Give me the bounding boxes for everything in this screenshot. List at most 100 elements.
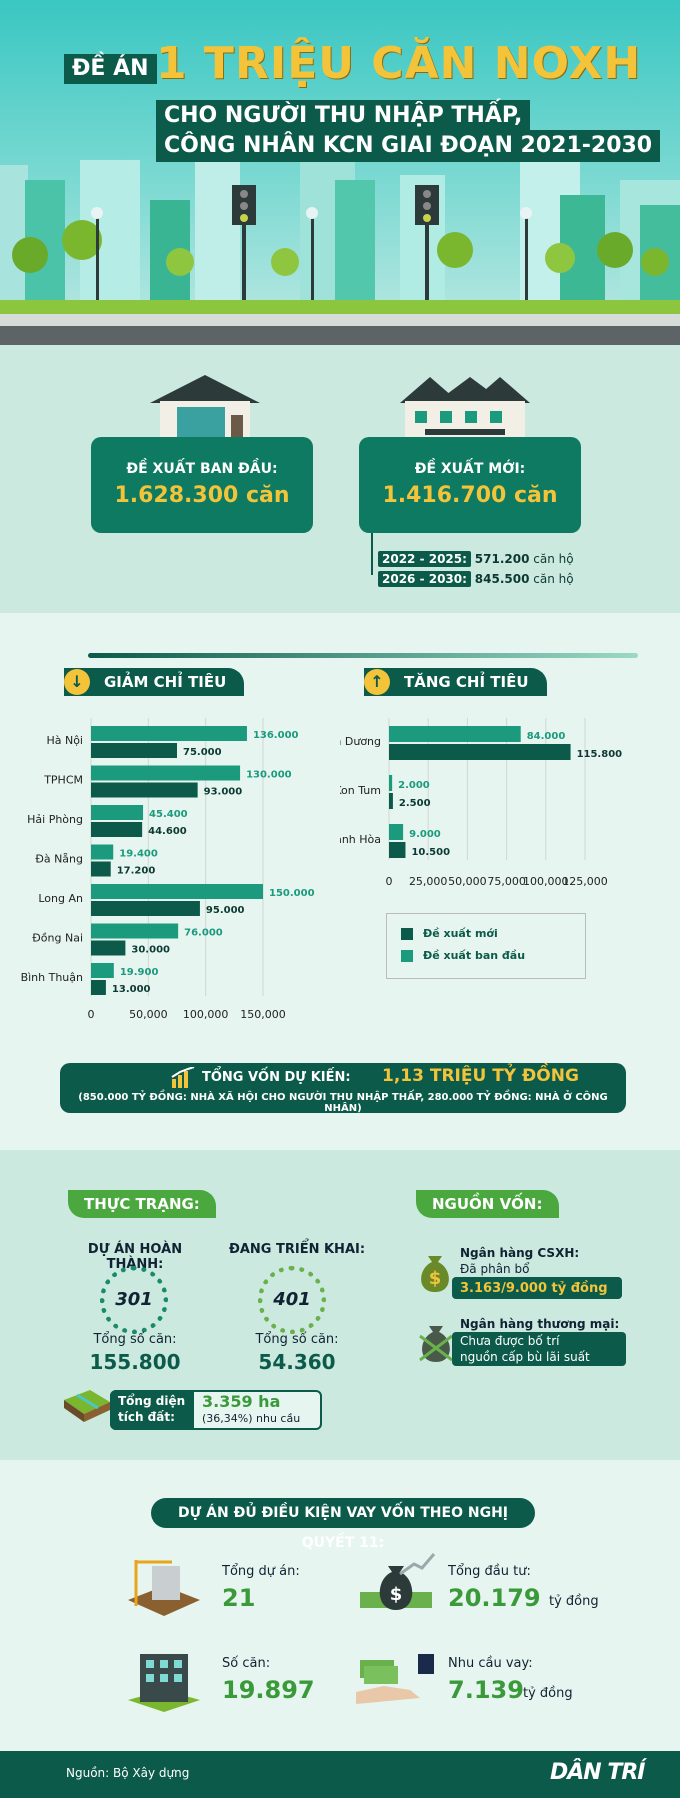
increase-bar-initial (389, 775, 393, 791)
increase-data-label: 2.500 (399, 798, 431, 809)
decrease-data-label: 30.000 (131, 945, 170, 956)
apartment-building-icon (128, 1654, 200, 1712)
decrease-category-label: Hải Phòng (27, 813, 83, 826)
decrease-data-label: 76.000 (184, 928, 223, 939)
decrease-data-label: 13.000 (112, 984, 151, 995)
decrease-data-label: 44.600 (148, 826, 187, 837)
increase-bar-new (389, 842, 406, 858)
decrease-bar-new (91, 861, 111, 877)
ongoing-projects-label: ĐANG TRIỂN KHAI: (228, 1242, 366, 1257)
funding-value: 1,13 TRIỆU TỶ ĐỒNG (382, 1066, 579, 1086)
decrease-bar-initial (91, 923, 179, 939)
decrease-data-label: 17.200 (117, 866, 156, 877)
period-unit-1: căn hộ (533, 552, 574, 566)
increase-x-tick: 100,000 (523, 875, 569, 888)
land-percentage: (36,34%) nhu cầu (202, 1412, 301, 1425)
increase-data-label: 9.000 (409, 829, 441, 840)
total-projects-label: Tổng dự án: (222, 1564, 300, 1579)
divider-bar (88, 653, 638, 658)
decrease-bar-new (91, 782, 198, 798)
status-section: THỰC TRẠNG: DỰ ÁN HOÀN THÀNH: 301 Tổng s… (0, 1150, 680, 1460)
main-title: 1 TRIỆU CĂN NOXH (156, 38, 642, 89)
decrease-category-label: Long An (38, 892, 83, 905)
source-credit: Nguồn: Bộ Xây dựng (66, 1766, 190, 1780)
increase-x-tick: 125,000 (562, 875, 608, 888)
status-title: THỰC TRẠNG: (68, 1190, 216, 1218)
legend-swatch-initial (401, 950, 413, 962)
investment-money-icon: $ (360, 1553, 436, 1610)
loan-hand-money-icon (356, 1654, 434, 1704)
decrease-x-tick: 150,000 (240, 1008, 286, 1021)
bank2-name: Ngân hàng thương mại: (460, 1317, 620, 1331)
decrease-bar-new (91, 980, 106, 995)
project-tag: ĐỀ ÁN (64, 54, 157, 84)
decrease-bar-new (91, 940, 126, 956)
land-area-label-bg (110, 1390, 194, 1430)
decrease-bar-new (91, 743, 177, 758)
decrease-bar-new (91, 901, 200, 916)
decrease-data-label: 130.000 (246, 770, 292, 781)
decrease-x-tick: 100,000 (183, 1008, 229, 1021)
increase-x-tick: 50,000 (448, 875, 487, 888)
decrease-category-label: TPHCM (43, 774, 83, 787)
increase-x-tick: 0 (386, 875, 393, 888)
loan-demand-label: Nhu cầu vay: (448, 1656, 533, 1671)
connector-line (371, 533, 373, 575)
resolution-title: DỰ ÁN ĐỦ ĐIỀU KIỆN VAY VỐN THEO NGHỊ QUY… (151, 1498, 535, 1551)
period-row-2: 2026 - 2030: 845.500 căn hộ (378, 571, 574, 590)
total-investment-value: 20.179 (448, 1584, 541, 1612)
footer: Nguồn: Bộ Xây dựng DÂN TRÍ (0, 1751, 680, 1798)
increase-x-tick: 25,000 (409, 875, 448, 888)
legend-swatch-new (401, 928, 413, 940)
units-label: Số căn: (222, 1656, 271, 1671)
decrease-category-label: Đồng Nai (32, 932, 83, 945)
decrease-bar-initial (91, 805, 144, 820)
resolution-section: DỰ ÁN ĐỦ ĐIỀU KIỆN VAY VỐN THEO NGHỊ QUY… (0, 1460, 680, 1751)
decrease-data-label: 150.000 (269, 888, 315, 899)
chart-legend: Đề xuất mới Đề xuất ban đầu (386, 913, 586, 979)
money-bag-icon: $ (421, 1256, 449, 1292)
bank2-note-box (452, 1332, 626, 1366)
land-value: 3.359 ha (202, 1392, 281, 1411)
initial-proposal-value: 1.628.300 căn (114, 483, 290, 508)
new-proposal-value: 1.416.700 căn (382, 483, 558, 508)
loan-demand-value: 7.139 (448, 1676, 524, 1704)
new-proposal-label: ĐỀ XUẤT MỚI: (414, 461, 526, 477)
period-unit-2: căn hộ (533, 572, 574, 586)
arrow-down-icon: ↓ (64, 669, 90, 695)
period-value-2: 845.500 (474, 572, 530, 586)
bank1-name: Ngân hàng CSXH: (460, 1246, 580, 1260)
increase-bar-new (389, 793, 393, 809)
completed-units-label: Tổng số căn: (93, 1332, 177, 1347)
increase-bar-initial (389, 824, 404, 840)
subtitle-line-1: CHO NGƯỜI THU NHẬP THẤP, (156, 100, 531, 132)
decrease-bar-initial (91, 884, 263, 899)
ongoing-units-value: 54.360 (258, 1350, 336, 1374)
bank2-note-1: Chưa được bố trí (460, 1334, 560, 1348)
bank2-note-2: nguồn cấp bù lãi suất (460, 1350, 590, 1364)
total-investment-unit: tỷ đồng (549, 1594, 599, 1609)
total-projects-value: 21 (222, 1584, 256, 1612)
period-row-1: 2022 - 2025: 571.200 căn hộ (378, 551, 574, 570)
decrease-bar-initial (91, 726, 247, 741)
land-label-2: tích đất: (118, 1410, 175, 1424)
initial-proposal-card: ĐỀ XUẤT BAN ĐẦU: 1.628.300 căn (91, 437, 313, 533)
decrease-data-label: 19.400 (119, 849, 158, 860)
increase-bar-initial (389, 726, 521, 742)
increase-data-label: 84.000 (527, 731, 566, 742)
period-range-1: 2022 - 2025: (378, 551, 471, 567)
decrease-data-label: 45.400 (149, 809, 188, 820)
new-proposal-card: ĐỀ XUẤT MỚI: 1.416.700 căn (359, 437, 581, 533)
svg-text:$: $ (390, 1584, 403, 1605)
brand-logo: DÂN TRÍ (550, 1760, 645, 1785)
funding-label: TỔNG VỐN DỰ KIẾN: (202, 1070, 351, 1085)
increase-category-label: Bình Dương (340, 735, 381, 748)
growth-chart-icon (171, 1067, 195, 1088)
land-label-1: Tổng diện (118, 1394, 186, 1408)
units-value: 19.897 (222, 1676, 315, 1704)
decrease-data-label: 75.000 (183, 747, 222, 758)
ongoing-units-label: Tổng số căn: (255, 1332, 339, 1347)
proposal-section: ĐỀ XUẤT BAN ĐẦU: 1.628.300 căn ĐỀ XUẤT M… (0, 345, 680, 613)
city-skyline-illustration (0, 150, 680, 345)
